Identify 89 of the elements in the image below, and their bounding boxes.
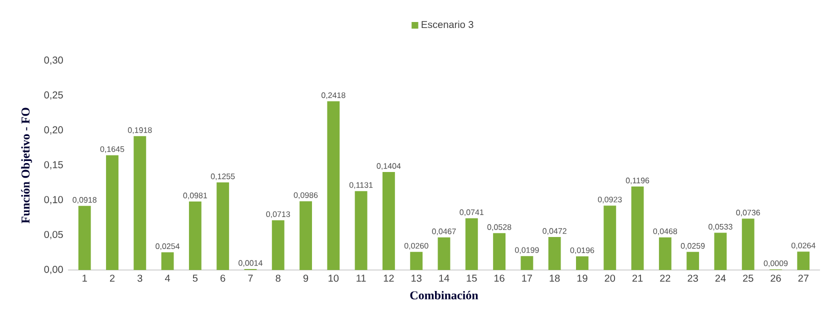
x-axis-title: Combinación xyxy=(410,290,478,300)
data-label: 0,0199 xyxy=(515,247,539,254)
bar xyxy=(576,256,588,270)
data-label: 0,0533 xyxy=(708,224,732,231)
data-label: 0,0986 xyxy=(294,192,318,199)
y-tick-label: 0,05 xyxy=(44,230,63,240)
x-tick-label: 26 xyxy=(770,274,781,282)
x-tick-label: 9 xyxy=(303,274,308,282)
x-tick-label: 15 xyxy=(466,274,477,282)
data-label: 0,0923 xyxy=(598,196,622,204)
x-tick-label: 10 xyxy=(328,274,339,282)
data-label: 0,1404 xyxy=(376,163,401,170)
data-label: 0,0741 xyxy=(460,209,484,216)
x-tick-label: 13 xyxy=(412,274,422,282)
bar xyxy=(134,136,146,270)
data-label: 0,1645 xyxy=(100,146,124,153)
data-label: 0,0981 xyxy=(183,192,208,200)
y-tick-label: 0,30 xyxy=(44,56,63,65)
bar xyxy=(327,101,340,270)
data-label: 0,0196 xyxy=(570,247,594,254)
x-tick-label: 21 xyxy=(632,274,643,282)
data-label: 0,0014 xyxy=(238,260,262,267)
data-label: 0,1196 xyxy=(626,178,650,184)
y-tick-label: 0,15 xyxy=(44,161,63,170)
x-tick-label: 20 xyxy=(604,274,616,282)
y-tick-label: 0,25 xyxy=(44,91,63,100)
data-label: 0,1131 xyxy=(349,182,373,189)
data-label: 0,2418 xyxy=(322,92,346,100)
bar xyxy=(465,218,478,270)
bar xyxy=(272,220,284,270)
bar xyxy=(106,155,118,270)
data-label: 0,0254 xyxy=(156,243,180,250)
x-tick-label: 19 xyxy=(577,274,588,282)
y-tick-label: 0,00 xyxy=(44,266,63,274)
bar xyxy=(520,256,534,270)
data-label: 0,0713 xyxy=(266,211,290,218)
bar xyxy=(714,232,727,270)
x-tick-label: 22 xyxy=(660,274,670,282)
x-tick-label: 3 xyxy=(137,274,142,282)
data-label: 0,0472 xyxy=(542,228,566,235)
bar xyxy=(742,218,754,270)
x-tick-label: 23 xyxy=(688,274,698,282)
bar xyxy=(410,252,423,270)
x-tick-label: 5 xyxy=(192,274,198,282)
data-label: 0,0009 xyxy=(764,260,788,268)
data-label: 0,1255 xyxy=(210,174,235,180)
bar xyxy=(161,252,174,270)
legend-label: Escenario 3 xyxy=(422,20,474,28)
bar xyxy=(686,252,700,270)
x-tick-label: 11 xyxy=(356,274,366,282)
data-label: 0,0259 xyxy=(680,243,705,250)
data-label: 0,0264 xyxy=(791,242,816,250)
x-tick-label: 6 xyxy=(220,274,226,282)
y-axis-title: Función Objetivo - FO xyxy=(21,108,32,224)
x-tick-label: 18 xyxy=(550,274,560,282)
x-tick-label: 25 xyxy=(743,274,754,282)
bar xyxy=(78,206,91,270)
x-tick-label: 2 xyxy=(110,274,115,282)
data-label: 0,0528 xyxy=(487,224,512,231)
x-tick-label: 1 xyxy=(82,274,87,282)
x-tick-label: 12 xyxy=(384,274,394,282)
bar xyxy=(188,202,202,270)
bar xyxy=(382,172,395,270)
bar xyxy=(631,186,644,270)
data-label: 0,1918 xyxy=(128,127,152,134)
data-label: 0,0260 xyxy=(404,242,428,250)
x-tick-label: 7 xyxy=(248,274,253,282)
bar xyxy=(548,237,561,270)
y-tick-label: 0,20 xyxy=(44,126,63,135)
data-label: 0,0468 xyxy=(653,228,678,236)
bar xyxy=(438,237,450,270)
data-label: 0,0467 xyxy=(432,228,456,236)
data-label: 0,0918 xyxy=(72,197,96,204)
x-tick-label: 17 xyxy=(522,274,532,282)
bar xyxy=(216,182,230,270)
x-tick-label: 14 xyxy=(439,274,450,282)
x-tick-label: 16 xyxy=(494,274,504,282)
bar xyxy=(300,201,312,270)
x-tick-label: 24 xyxy=(715,274,726,282)
bar xyxy=(604,206,616,270)
x-tick-label: 27 xyxy=(798,274,808,282)
bar xyxy=(354,191,368,270)
bar xyxy=(658,237,672,270)
y-tick-label: 0,10 xyxy=(44,196,63,204)
bar xyxy=(493,233,506,270)
data-label: 0,0736 xyxy=(736,210,760,216)
x-tick-label: 4 xyxy=(164,274,170,282)
x-tick-label: 8 xyxy=(276,274,280,282)
bar xyxy=(797,252,810,270)
